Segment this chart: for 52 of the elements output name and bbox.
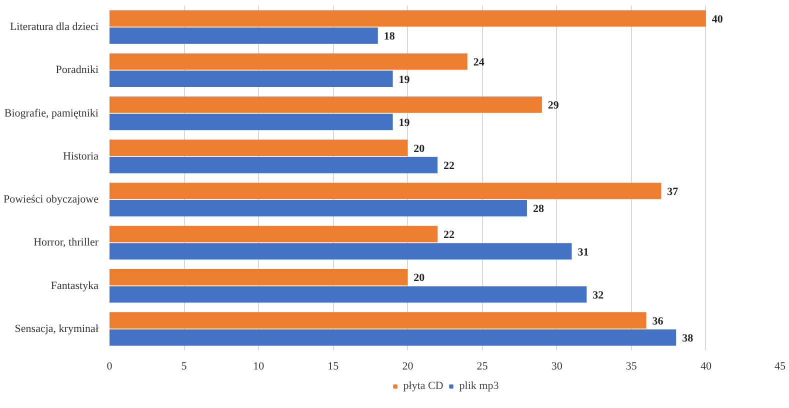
bar [110, 226, 438, 242]
x-tick-label: 15 [328, 360, 340, 372]
data-label: 24 [473, 56, 485, 69]
data-label: 38 [682, 332, 694, 345]
bar [110, 114, 393, 130]
bar [110, 27, 378, 44]
x-tick-label: 35 [626, 360, 638, 372]
data-label: 20 [414, 272, 426, 284]
x-tick-label: 30 [551, 360, 563, 372]
bar [110, 10, 706, 27]
bar [110, 268, 408, 286]
legend-label: płyta CD [403, 380, 444, 392]
y-tick-label: Literatura dla dzieci [10, 21, 99, 34]
data-label: 22 [444, 160, 456, 172]
y-tick-label: Historia [63, 150, 99, 162]
data-label: 40 [712, 13, 724, 26]
y-tick-label: Horror, thriller [34, 236, 99, 249]
bar [110, 200, 528, 216]
data-label: 18 [384, 30, 396, 43]
bar [110, 140, 408, 156]
data-label: 31 [578, 246, 589, 258]
y-tick-label: Biografie, pamiętniki [4, 107, 99, 120]
bar [110, 182, 662, 200]
data-label: 20 [414, 142, 426, 155]
y-tick-label: Powieści obyczajowe [4, 194, 99, 206]
x-tick-label: 20 [402, 360, 414, 372]
y-tick-label: Poradniki [56, 64, 99, 76]
data-label: 36 [652, 315, 664, 328]
bar [110, 96, 542, 113]
x-tick-label: 45 [774, 360, 786, 372]
x-tick-label: 0 [106, 360, 113, 372]
bar [110, 312, 646, 329]
bar [110, 156, 438, 174]
legend-label: plik mp3 [459, 380, 499, 392]
x-tick-label: 5 [181, 360, 188, 372]
bar [110, 286, 587, 303]
data-label: 19 [398, 116, 410, 129]
x-tick-label: 25 [476, 360, 488, 372]
y-tick-label: Sensacja, kryminał [14, 322, 99, 335]
data-label: 19 [398, 74, 410, 86]
data-label: 22 [444, 229, 456, 242]
data-label: 37 [667, 186, 679, 198]
y-tick-label: Fantastyka [50, 280, 99, 292]
data-label: 32 [592, 289, 604, 302]
bar [110, 329, 676, 346]
data-label: 28 [532, 203, 544, 216]
bar [110, 53, 468, 70]
bar [110, 243, 572, 260]
data-label: 29 [548, 100, 560, 112]
x-tick-label: 40 [700, 360, 712, 372]
bar [110, 70, 393, 88]
x-tick-label: 10 [253, 360, 265, 372]
